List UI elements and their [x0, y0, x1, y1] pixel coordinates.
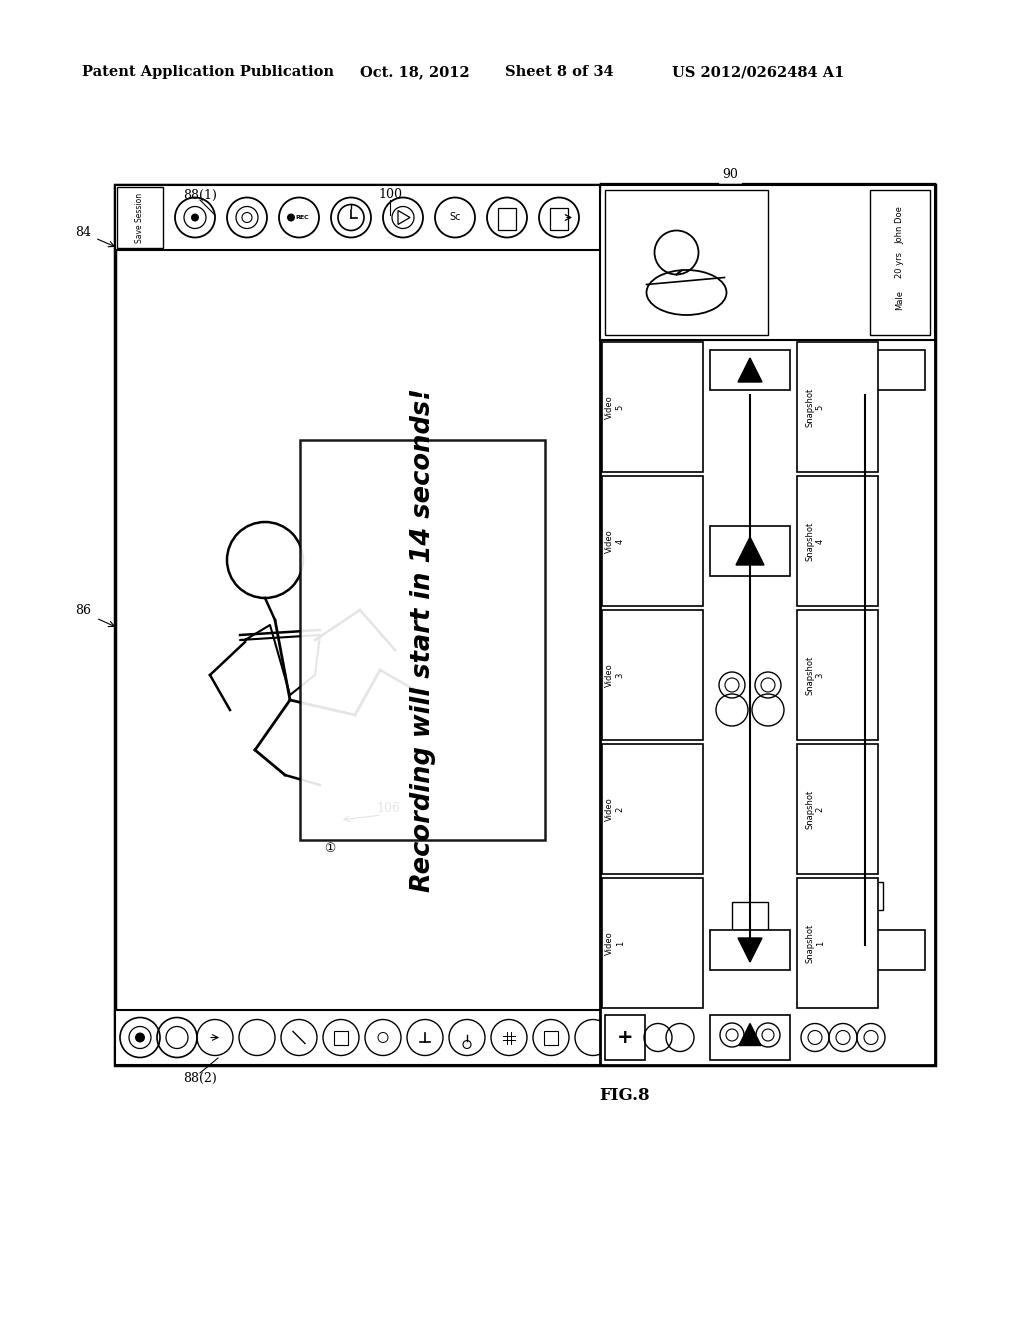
Text: Patent Application Publication: Patent Application Publication: [82, 65, 334, 79]
Text: ①: ①: [325, 842, 336, 854]
Text: +: +: [616, 1028, 633, 1047]
Text: FIG.8: FIG.8: [600, 1086, 650, 1104]
Bar: [334, 1031, 348, 1044]
Polygon shape: [736, 537, 764, 565]
Text: 84: 84: [75, 226, 91, 239]
Text: 106: 106: [376, 801, 400, 814]
Text: Video
4: Video 4: [605, 529, 625, 553]
Bar: [605, 1015, 645, 1060]
Bar: [115, 185, 935, 1065]
Bar: [498, 207, 516, 230]
Circle shape: [191, 214, 199, 222]
Text: Video
5: Video 5: [605, 395, 625, 418]
Text: Sc: Sc: [450, 213, 461, 223]
Bar: [602, 477, 703, 606]
Polygon shape: [739, 1023, 761, 1045]
Text: Save Session: Save Session: [135, 193, 144, 243]
Text: 90: 90: [722, 169, 738, 181]
Bar: [710, 350, 790, 389]
Circle shape: [135, 1032, 145, 1043]
Text: Oct. 18, 2012: Oct. 18, 2012: [360, 65, 470, 79]
Bar: [797, 878, 878, 1008]
Bar: [300, 440, 545, 840]
Text: 20 yrs: 20 yrs: [896, 252, 904, 279]
Text: 88(2): 88(2): [183, 1072, 217, 1085]
Bar: [602, 878, 703, 1008]
Bar: [797, 477, 878, 606]
Text: Snapshot
1: Snapshot 1: [805, 924, 824, 962]
Bar: [602, 744, 703, 874]
Bar: [710, 1015, 790, 1060]
Polygon shape: [853, 358, 877, 381]
Text: 86: 86: [75, 603, 91, 616]
Bar: [797, 342, 878, 473]
Text: Recording will start in 14 seconds!: Recording will start in 14 seconds!: [410, 388, 435, 892]
Text: REC: REC: [295, 215, 309, 220]
Polygon shape: [738, 358, 762, 381]
Text: US 2012/0262484 A1: US 2012/0262484 A1: [672, 65, 845, 79]
Bar: [732, 902, 768, 931]
Circle shape: [287, 214, 295, 222]
Bar: [605, 190, 768, 335]
Bar: [117, 187, 163, 248]
Text: Snapshot
4: Snapshot 4: [805, 521, 824, 561]
Text: Video
2: Video 2: [605, 797, 625, 821]
Bar: [550, 207, 568, 230]
Bar: [870, 190, 930, 335]
Bar: [115, 185, 935, 249]
Bar: [544, 1031, 558, 1044]
Polygon shape: [853, 939, 877, 962]
Bar: [600, 185, 935, 1065]
Text: John Doe: John Doe: [896, 206, 904, 244]
Bar: [602, 610, 703, 741]
Polygon shape: [738, 939, 762, 962]
Bar: [847, 882, 883, 909]
Bar: [797, 610, 878, 741]
Text: Sheet 8 of 34: Sheet 8 of 34: [505, 65, 613, 79]
Text: 88(1): 88(1): [183, 189, 217, 202]
Bar: [805, 931, 925, 970]
Text: Snapshot
5: Snapshot 5: [805, 387, 824, 426]
Text: Video
1: Video 1: [605, 931, 625, 954]
Bar: [710, 931, 790, 970]
Bar: [805, 350, 925, 389]
Text: Video
3: Video 3: [605, 663, 625, 686]
Bar: [115, 1010, 935, 1065]
Bar: [732, 546, 768, 576]
Bar: [600, 185, 935, 341]
Text: Snapshot
3: Snapshot 3: [805, 655, 824, 694]
Text: Male: Male: [896, 290, 904, 310]
Bar: [797, 744, 878, 874]
Bar: [710, 525, 790, 576]
Bar: [602, 342, 703, 473]
Text: 100: 100: [378, 189, 402, 202]
Text: Snapshot
2: Snapshot 2: [805, 789, 824, 829]
